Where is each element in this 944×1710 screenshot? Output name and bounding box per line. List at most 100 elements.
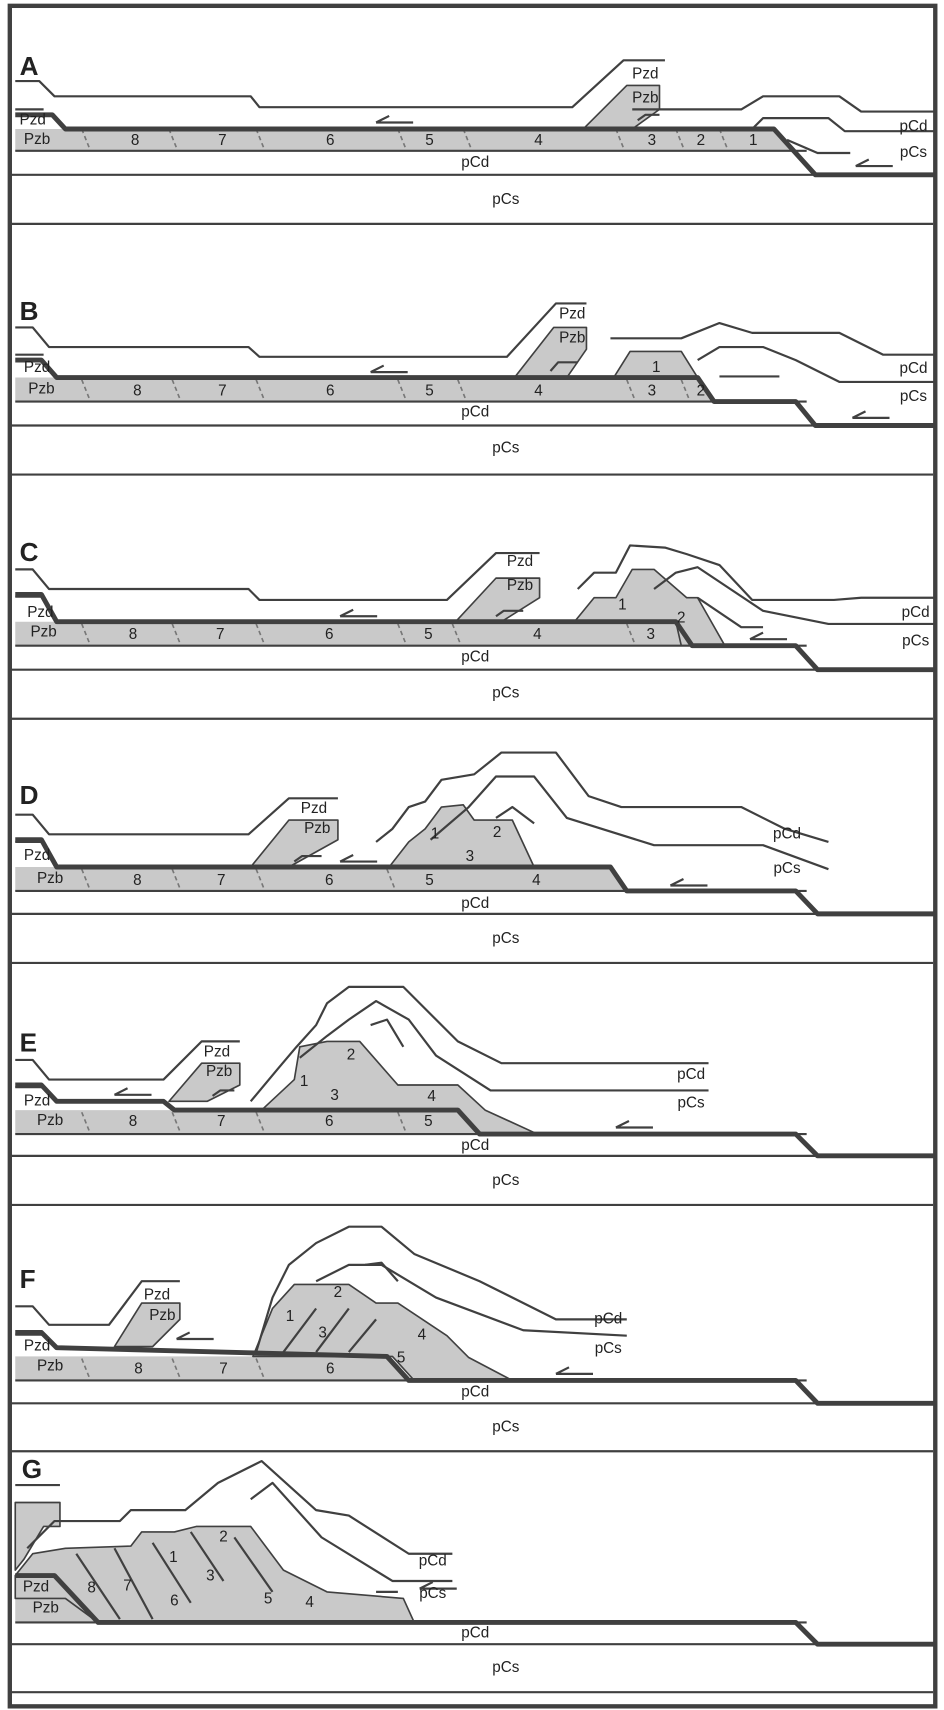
unit-label: pCd (461, 649, 489, 666)
cross-section-figure: APzdPzbPzdPzb87654321pCdpCspCdpCsBPzdPzb… (0, 0, 944, 1710)
slip-arrow (114, 1088, 151, 1095)
unit-label: Pzb (24, 131, 50, 148)
slip-arrow (376, 116, 413, 123)
unit-label: 8 (129, 1113, 137, 1130)
unit-label: Pzd (24, 1092, 50, 1109)
unit-label: Pzb (37, 1112, 63, 1129)
unit-label: 3 (318, 1325, 326, 1342)
unit-label: 5 (425, 132, 433, 149)
unit-label: 7 (219, 1361, 227, 1378)
unit-label: 7 (217, 1113, 225, 1130)
unit-label: pCs (678, 1095, 705, 1112)
unit-label: 6 (326, 132, 334, 149)
unit-label: 5 (425, 383, 433, 400)
unit-label: 2 (219, 1528, 227, 1545)
unit-label: Pzd (559, 305, 585, 322)
panel-label: E (20, 1028, 37, 1058)
unit-label: 6 (326, 383, 334, 400)
unit-label: Pzb (30, 624, 56, 641)
panel-label: D (20, 780, 39, 810)
unit-label: pCd (594, 1310, 622, 1327)
unit-label: Pzb (206, 1063, 232, 1080)
unit-label: Pzd (24, 847, 50, 864)
unit-label: pCd (461, 154, 489, 171)
unit-label: pCs (492, 685, 519, 702)
unit-label: pCd (461, 1137, 489, 1154)
unit-label: 6 (325, 1113, 333, 1130)
unit-label: 2 (334, 1284, 342, 1301)
unit-label: Pzd (23, 1579, 49, 1596)
unit-label: 4 (534, 383, 543, 400)
unit-label: pCd (461, 1624, 489, 1641)
slip-arrow (340, 610, 377, 617)
unit-label: 7 (216, 626, 224, 643)
panel-label: A (20, 51, 39, 81)
unit-label: Pzb (632, 90, 658, 107)
unit-label: Pzb (559, 329, 585, 346)
unit-label: pCd (461, 895, 489, 912)
unit-label: pCd (773, 825, 801, 842)
unit-label: 5 (424, 626, 432, 643)
unit-label: pCs (492, 930, 519, 947)
unit-label: 7 (218, 383, 226, 400)
unit-label: 4 (534, 132, 543, 149)
unit-label: 2 (697, 132, 705, 149)
unit-label: 4 (533, 626, 542, 643)
unit-label: pCs (492, 1418, 519, 1435)
horizon (15, 303, 586, 356)
unit-label: 2 (697, 383, 705, 400)
unit-label: 8 (129, 626, 137, 643)
page: APzdPzbPzdPzb87654321pCdpCspCdpCsBPzdPzb… (0, 0, 944, 1710)
unit-label: 1 (431, 825, 439, 842)
slip-arrow (670, 879, 707, 886)
unit-label: Pzd (301, 800, 327, 817)
unit-label: pCs (900, 388, 927, 405)
slip-arrow (340, 855, 377, 862)
slip-arrow (852, 411, 889, 418)
unit-label: pCd (902, 604, 930, 621)
unit-label: Pzb (37, 870, 63, 887)
slip-arrow (177, 1332, 214, 1339)
unit-label: pCs (595, 1340, 622, 1357)
unit-label: Pzd (204, 1043, 230, 1060)
unit-label: 7 (123, 1577, 131, 1594)
unit-label: 5 (424, 1113, 432, 1130)
slip-arrow (556, 1367, 593, 1374)
unit-label: 6 (326, 1361, 334, 1378)
unit-label: Pzd (27, 604, 53, 621)
panel-label: C (20, 537, 39, 567)
slip-arrow (371, 366, 408, 373)
unit-label: 7 (218, 132, 226, 149)
unit-label: 3 (648, 132, 656, 149)
unit-label: pCs (492, 1172, 519, 1189)
unit-label: pCs (902, 632, 929, 649)
unit-label: Pzb (28, 381, 54, 398)
unit-label: 4 (427, 1088, 436, 1105)
unit-label: 1 (300, 1073, 308, 1090)
unit-label: pCs (492, 439, 519, 456)
unit-label: 3 (330, 1087, 338, 1104)
unit-label: Pzb (304, 820, 330, 837)
unit-label: pCs (492, 191, 519, 208)
unit-label: 1 (169, 1549, 177, 1566)
panel-label: F (20, 1264, 36, 1294)
unit-label: Pzd (20, 111, 46, 128)
unit-label: 8 (133, 872, 141, 889)
unit-label: pCs (773, 860, 800, 877)
unit-label: 5 (264, 1591, 272, 1608)
unit-label: 2 (493, 824, 501, 841)
unit-label: pCd (899, 118, 927, 135)
horizon (632, 96, 935, 111)
horizon (371, 1020, 404, 1047)
unit-label: 2 (677, 609, 685, 626)
unit-label: 6 (325, 872, 333, 889)
unit-label: Pzd (24, 1338, 50, 1355)
unit-label: Pzd (632, 66, 658, 83)
unit-label: 1 (749, 132, 757, 149)
unit-label: Pzd (507, 553, 533, 570)
unit-label: 8 (134, 1361, 142, 1378)
unit-label: Pzb (507, 577, 533, 594)
unit-label: 5 (397, 1350, 405, 1367)
unit-label: 2 (347, 1047, 355, 1064)
unit-label: pCs (419, 1585, 446, 1602)
